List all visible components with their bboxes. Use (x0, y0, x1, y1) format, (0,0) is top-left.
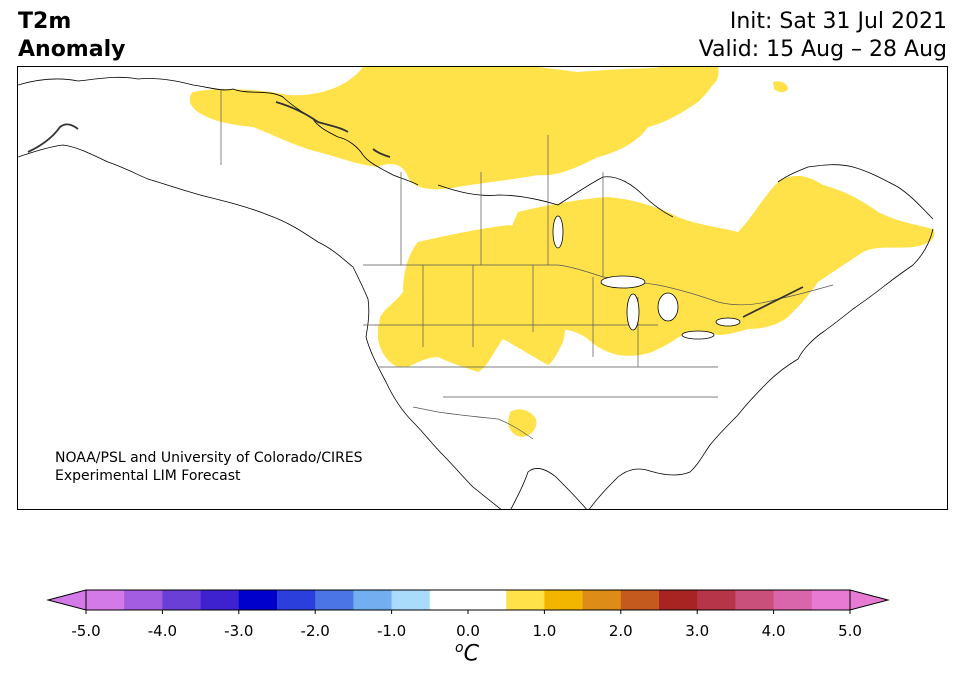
anomaly-region-baffin (658, 67, 719, 87)
colorbar-tick-label: -5.0 (71, 622, 101, 640)
coastlines (18, 76, 934, 509)
colorbar-segment (162, 590, 202, 610)
river-mackenzie (275, 101, 349, 133)
colorbar-segment (735, 590, 775, 610)
colorbar-tick-label: -1.0 (376, 622, 407, 640)
colorbar-segment (697, 590, 736, 610)
anomaly-region-quebec (497, 175, 935, 356)
anomaly-map (17, 66, 948, 510)
lake-ontario (715, 317, 741, 327)
colorbar-segment (429, 590, 469, 610)
colorbar-tick-label: 2.0 (608, 622, 633, 640)
colorbar-tick-label: -3.0 (224, 622, 254, 640)
colorbar-segment (391, 590, 431, 610)
map-canvas (18, 67, 935, 509)
colorbar-tick-label: 5.0 (838, 622, 862, 640)
colorbar-tick-label: -4.0 (147, 622, 178, 640)
colorbar-segment (277, 590, 316, 610)
colorbar-segment (773, 590, 813, 610)
colorbar-tick-label: 1.0 (532, 622, 557, 640)
border-us-mexico (412, 406, 534, 440)
coastline-gulf (510, 467, 587, 509)
init-date: Init: Sat 31 Jul 2021 (729, 9, 947, 34)
colorbar-high-extend (849, 589, 890, 611)
credit-text: NOAA/PSL and University of Colorado/CIRE… (55, 449, 363, 485)
rivers (27, 101, 804, 318)
border-us-states-row2 (363, 324, 718, 398)
lake-huron (657, 292, 679, 322)
river-yukon (27, 123, 79, 153)
colorbar-tick-label: -2.0 (300, 622, 330, 640)
colorbar-segment (200, 590, 240, 610)
colorbar-segment (86, 590, 125, 610)
colorbar-segment (238, 590, 278, 610)
lake-superior (600, 275, 646, 289)
coastline-labrador (777, 164, 934, 220)
colorbar-segments (86, 590, 851, 610)
colorbar-tick-label: 3.0 (685, 622, 710, 640)
river-mackenzie-south (372, 148, 391, 158)
colorbar-segment (468, 590, 507, 610)
coastline-hudson-bay (437, 176, 674, 218)
title-line-2: Anomaly (18, 37, 126, 62)
anomaly-region-west-lobe (378, 314, 431, 367)
great-lakes (552, 215, 741, 340)
colorbar-segment (353, 590, 393, 610)
credit-line-2: Experimental LIM Forecast (55, 468, 241, 484)
river-st-lawrence (742, 286, 804, 318)
lake-michigan (626, 293, 640, 331)
coastline-pacific-northwest (18, 144, 502, 509)
colorbar-segment (659, 590, 698, 610)
colorbar-segment (811, 590, 851, 610)
anomaly-region-north-canada (189, 67, 719, 190)
valid-dates: Valid: 15 Aug – 28 Aug (698, 37, 947, 62)
colorbar-tick-label: 4.0 (761, 622, 786, 640)
title-line-1: T2m (18, 9, 72, 34)
colorbar (46, 589, 890, 614)
anomaly-regions (189, 67, 935, 437)
colorbar-segment (506, 590, 545, 610)
anomaly-region-south-blob (508, 409, 537, 437)
colorbar-unit: oC (455, 640, 479, 666)
border-canada-provinces (400, 135, 604, 277)
border-us-states-row1 (422, 265, 639, 367)
unit-letter: C (463, 641, 479, 667)
forecast-dates: Init: Sat 31 Jul 2021 Valid: 15 Aug – 28… (699, 8, 947, 64)
colorbar-segment (620, 590, 660, 610)
lake-erie (681, 330, 715, 340)
colorbar-ticks (85, 610, 851, 614)
anomaly-region-islet (773, 81, 788, 92)
map-title: T2m Anomaly (18, 8, 125, 64)
lake-winnipeg (552, 215, 564, 249)
colorbar-segment (315, 590, 354, 610)
unit-degree: o (455, 640, 464, 656)
colorbar-segment (544, 590, 584, 610)
credit-line-1: NOAA/PSL and University of Colorado/CIRE… (55, 450, 363, 466)
colorbar-segment (124, 590, 163, 610)
coastline-atlantic (588, 228, 934, 509)
coastline-alaska (18, 76, 419, 186)
colorbar-segment (582, 590, 622, 610)
colorbar-tick-label: 0.0 (456, 622, 480, 640)
colorbar-low-extend (46, 589, 87, 611)
